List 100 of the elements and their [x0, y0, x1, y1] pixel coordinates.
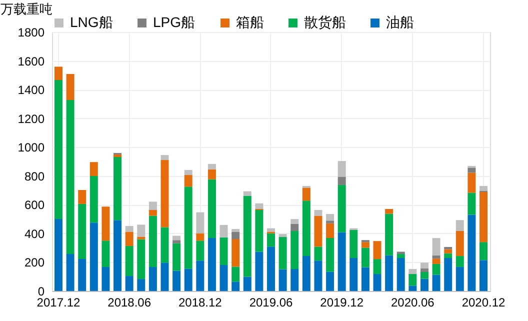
- x-tick-label: 2020.06: [390, 296, 435, 310]
- bar: [338, 184, 346, 232]
- bar: [232, 266, 240, 282]
- bar: [456, 256, 464, 267]
- bar: [385, 208, 394, 214]
- bar: [172, 243, 181, 271]
- bar: [480, 242, 488, 260]
- bar: [90, 176, 98, 223]
- bar: [468, 192, 476, 215]
- bar: [102, 206, 110, 241]
- bar: [208, 179, 216, 238]
- bar: [137, 279, 146, 291]
- bar: [160, 262, 169, 291]
- bar: [137, 236, 146, 240]
- x-tick-label: 2017.12: [36, 296, 80, 310]
- bar: [338, 232, 346, 291]
- bar: [54, 80, 62, 220]
- bar: [278, 234, 287, 238]
- bar: [160, 227, 169, 263]
- bar: [468, 172, 476, 193]
- x-tick-label: 2019.06: [249, 296, 294, 310]
- bar: [338, 176, 346, 185]
- x-tick-label: 2018.06: [108, 296, 152, 310]
- bar: [361, 248, 370, 268]
- y-tick-label: 1200: [18, 112, 45, 126]
- bar: [160, 155, 169, 160]
- y-tick-label: 0: [38, 284, 45, 298]
- bar: [255, 203, 264, 209]
- bar: [290, 268, 299, 291]
- y-tick-label: 600: [24, 198, 45, 212]
- legend-label: 散货船: [304, 14, 346, 30]
- bar: [243, 191, 252, 196]
- x-tick-label: 2018.12: [178, 296, 222, 310]
- bar: [220, 237, 228, 265]
- bar: [420, 272, 428, 279]
- bar: [184, 268, 192, 291]
- bar: [172, 236, 181, 240]
- bar: [444, 246, 452, 250]
- bar: [160, 160, 169, 228]
- bar: [90, 162, 98, 176]
- bar: [468, 168, 476, 173]
- legend-label: LNG船: [70, 14, 113, 30]
- bar: [90, 222, 98, 291]
- bar: [385, 255, 394, 291]
- bar: [78, 190, 86, 204]
- y-tick-label: 1800: [18, 26, 45, 40]
- bar: [350, 230, 358, 258]
- bar: [137, 239, 146, 280]
- bar: [148, 202, 157, 210]
- legend-label: 箱船: [236, 14, 264, 30]
- bar: [480, 192, 488, 242]
- bar: [444, 253, 452, 258]
- bar: [172, 240, 181, 244]
- bar: [326, 214, 334, 221]
- bar: [220, 224, 228, 238]
- y-axis-title: 万载重吨: [0, 2, 52, 16]
- bar: [184, 175, 192, 187]
- x-tick-label: 2019.12: [320, 296, 364, 310]
- bar: [361, 242, 370, 248]
- bar: [373, 241, 382, 260]
- bar: [444, 249, 452, 254]
- bar: [278, 237, 287, 270]
- bar: [420, 278, 428, 291]
- bar: [326, 223, 334, 238]
- bar: [267, 246, 275, 291]
- bar: [243, 276, 252, 291]
- bar: [373, 274, 382, 291]
- bar: [184, 186, 192, 269]
- bar: [66, 100, 74, 254]
- bar: [184, 170, 192, 176]
- legend-label: 油船: [386, 14, 414, 30]
- bar: [302, 256, 310, 291]
- bar: [302, 200, 310, 256]
- bar: [396, 258, 405, 291]
- bar: [78, 259, 86, 291]
- bar: [232, 228, 240, 232]
- bar: [456, 266, 464, 291]
- bar: [326, 238, 334, 272]
- bar: [125, 276, 134, 291]
- bar: [326, 272, 334, 291]
- bar: [267, 233, 275, 247]
- bar: [66, 254, 74, 291]
- bar: [396, 254, 405, 258]
- bar: [420, 262, 428, 268]
- bar: [255, 252, 264, 291]
- bar: [208, 169, 216, 180]
- bar: [148, 210, 157, 216]
- bar: [350, 258, 358, 291]
- bar: [137, 224, 146, 237]
- bar: [114, 154, 122, 158]
- y-tick-label: 800: [24, 169, 45, 184]
- bar: [148, 266, 157, 291]
- bar: [196, 233, 204, 241]
- bar: [148, 216, 157, 267]
- bar: [232, 239, 240, 267]
- bar: [385, 214, 394, 256]
- bar: [326, 220, 334, 224]
- bar: [396, 252, 405, 254]
- bar: [114, 157, 122, 220]
- bar: [456, 231, 464, 256]
